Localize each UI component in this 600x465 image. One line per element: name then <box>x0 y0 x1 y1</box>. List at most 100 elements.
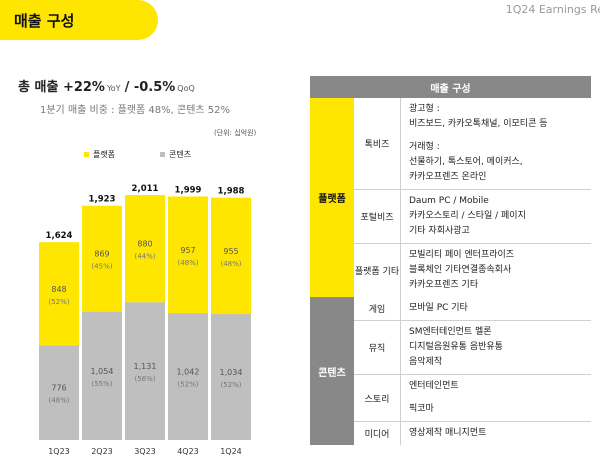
data-label-platform-1Q23: 848 <box>51 285 66 294</box>
bar-platform-1Q23 <box>39 242 79 346</box>
share-label-content-4Q23: (52%) <box>177 381 198 389</box>
detail-line <box>409 394 591 402</box>
share-label-content-1Q23: (48%) <box>48 397 69 405</box>
category-cell: 플랫폼 <box>310 98 354 297</box>
summary-separator: / <box>124 80 130 95</box>
yoy-label: YoY <box>106 84 121 93</box>
revenue-summary: 총 매출 +22% YoY / -0.5% QoQ <box>18 76 199 95</box>
detail-line: 선물하기, 톡스토어, 메이커스, <box>409 157 523 167</box>
detail-cell: 모바일 PC 기타 <box>400 297 591 321</box>
data-label-content-1Q24: 1,034 <box>220 368 243 377</box>
share-label-platform-4Q23: (48%) <box>177 259 198 267</box>
legend-swatch-platform <box>84 152 89 157</box>
subcategory-cell: 포털비즈 <box>354 189 401 244</box>
bar-content-4Q23 <box>168 313 208 440</box>
detail-line: 거래형 : <box>409 142 440 152</box>
detail-line: 음악제작 <box>409 357 443 367</box>
data-label-platform-1Q24: 955 <box>223 247 238 256</box>
x-tick-1Q24: 1Q24 <box>220 447 242 456</box>
detail-line: 기타 자회사광고 <box>409 226 470 236</box>
bar-content-1Q23 <box>39 345 79 440</box>
data-label-platform-2Q23: 869 <box>94 250 109 259</box>
total-label-3Q23: 2,011 <box>132 184 159 194</box>
detail-line: 카카오프렌즈 기타 <box>409 280 479 290</box>
qoq-value: -0.5% <box>133 80 176 95</box>
share-label-content-2Q23: (55%) <box>91 380 112 388</box>
unit-label: (단위: 십억원) <box>214 129 257 137</box>
share-label-platform-1Q24: (48%) <box>220 260 241 268</box>
bar-platform-4Q23 <box>168 196 208 314</box>
qoq-label: QoQ <box>177 84 195 93</box>
detail-cell: 영상제작 매니지먼트 <box>400 421 591 445</box>
detail-line: 카카오프렌즈 온라인 <box>409 172 487 182</box>
table-row: 콘텐츠 게임 모바일 PC 기타 <box>310 297 591 445</box>
revenue-share-subtitle: 1분기 매출 비중 : 플랫폼 48%, 콘텐츠 52% <box>40 105 231 116</box>
detail-line: 카카오스토리 / 스타일 / 페이지 <box>409 211 526 221</box>
data-label-content-3Q23: 1,131 <box>134 362 157 371</box>
bar-content-3Q23 <box>125 302 165 440</box>
detail-line: Daum PC / Mobile <box>409 196 489 206</box>
table-row: 플랫폼 톡비즈 광고형 : 비즈보드, 카카오톡채널, 이모티콘 등 거래형 : 선물하… <box>310 98 591 297</box>
table-row: 미디어 영상제작 매니지먼트 <box>310 421 591 445</box>
data-label-content-2Q23: 1,054 <box>91 367 114 376</box>
detail-line: 영상제작 매니지먼트 <box>409 428 487 438</box>
share-label-platform-3Q23: (44%) <box>134 253 155 261</box>
detail-line: 비즈보드, 카카오톡채널, 이모티콘 등 <box>409 119 548 129</box>
detail-line: 디지털음원유통 음반유통 <box>409 342 503 352</box>
legend-label-platform: 플랫폼 <box>93 150 116 159</box>
share-label-platform-1Q23: (52%) <box>48 298 69 306</box>
revenue-chart: 776 (48%) 848 (52%) 1,624 1Q23 1,054 (55%) 869 (4… <box>39 184 251 456</box>
title-banner <box>0 0 158 40</box>
category-cell: 콘텐츠 <box>310 297 354 445</box>
detail-line: 모바일 PC 기타 <box>409 303 468 313</box>
subcategory-cell: 미디어 <box>364 430 390 440</box>
bar-content-1Q24 <box>211 314 251 440</box>
detail-line: 블록체인 기타연결종속회사 <box>409 265 512 275</box>
bar-platform-1Q24 <box>211 197 251 315</box>
total-label-2Q23: 1,923 <box>89 195 116 205</box>
x-tick-3Q23: 3Q23 <box>134 447 156 456</box>
subcategory-cell: 뮤직 <box>354 320 401 375</box>
legend-item-content: 콘텐츠 <box>160 149 191 160</box>
data-label-platform-3Q23: 880 <box>137 240 152 249</box>
table-header: 매출 구성 <box>310 76 591 98</box>
share-label-platform-2Q23: (45%) <box>91 263 112 271</box>
share-label-content-3Q23: (56%) <box>134 375 155 383</box>
share-label-content-1Q24: (52%) <box>220 381 241 389</box>
detail-line: 광고형 : <box>409 104 440 114</box>
page-title: 매출 구성 <box>14 12 75 30</box>
detail-line: 엔터테인먼트 <box>409 381 459 391</box>
data-label-platform-4Q23: 957 <box>180 246 195 255</box>
total-label-1Q23: 1,624 <box>46 231 73 241</box>
subcategory-cell: 스토리 <box>354 374 401 422</box>
legend-swatch-content <box>160 152 165 157</box>
subcategory-cell: 게임 <box>354 297 401 321</box>
detail-cell: 광고형 : 비즈보드, 카카오톡채널, 이모티콘 등 거래형 : 선물하기, 톡스토… <box>400 98 591 190</box>
legend-label-content: 콘텐츠 <box>169 150 192 159</box>
summary-label: 총 매출 <box>18 80 59 95</box>
subcategory-cell: 톡비즈 <box>354 98 401 190</box>
report-label: 1Q24 Earnings Re <box>505 3 600 16</box>
table-row: 플랫폼 기타 모빌리티 페이 엔터프라이즈 블록체인 기타연결종속회사 카카오프렌즈 … <box>310 243 591 297</box>
detail-cell: 엔터테인먼트 픽코마 <box>400 374 591 422</box>
x-tick-4Q23: 4Q23 <box>177 447 199 456</box>
bar-platform-3Q23 <box>125 195 165 303</box>
x-tick-2Q23: 2Q23 <box>91 447 113 456</box>
detail-line: 모빌리티 페이 엔터프라이즈 <box>409 250 515 260</box>
subcategory-cell: 플랫폼 기타 <box>354 267 400 277</box>
total-label-1Q24: 1,988 <box>218 187 245 197</box>
detail-line <box>409 132 591 140</box>
revenue-composition-table: 매출 구성 플랫폼 톡비즈 광고형 : 비즈보드, 카카오톡채널, 이모티콘 등 거래… <box>310 76 591 445</box>
data-label-content-4Q23: 1,042 <box>177 368 200 377</box>
x-tick-1Q23: 1Q23 <box>48 447 70 456</box>
bar-content-2Q23 <box>82 311 122 440</box>
detail-line: 픽코마 <box>409 404 434 414</box>
table-row: 스토리 엔터테인먼트 픽코마 <box>310 374 591 422</box>
yoy-value: +22% <box>62 80 105 95</box>
legend-item-platform: 플랫폼 <box>84 149 115 160</box>
detail-line: SM엔터테인먼트 멜론 <box>409 327 492 337</box>
